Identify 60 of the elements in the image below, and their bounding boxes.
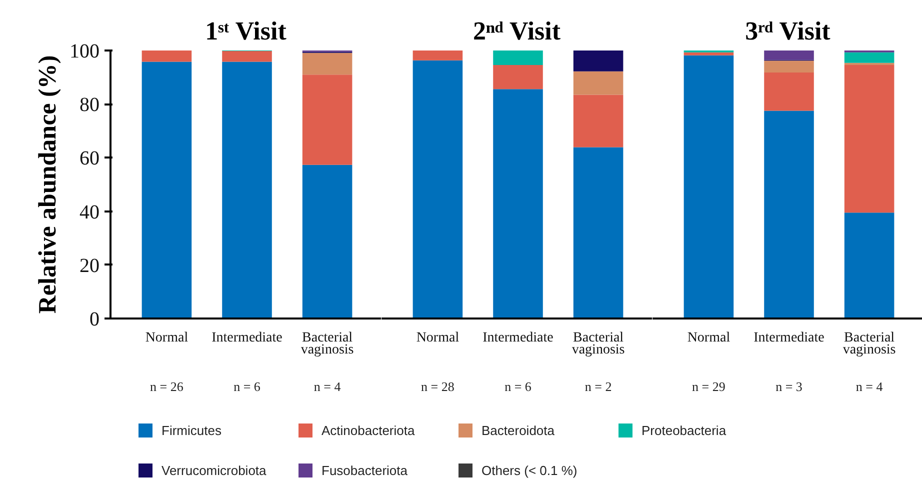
x-tick-label: Intermediate [212,330,282,346]
bar [573,94,624,148]
x-tick-label: Intermediate [482,330,554,346]
bar [684,55,734,318]
bar [764,110,814,318]
legend-label: Bacteroidota [482,423,556,438]
x-tick-label: Normal [416,330,460,346]
chart-title: 2ⁿᵈ Visit [472,16,561,46]
text: n = 26 [150,379,184,394]
x-tick-label: Bacterial vaginosis [572,330,625,358]
bar [573,147,624,318]
text: n = 3 [776,379,802,394]
x-tick-label: Normal [687,330,730,346]
bar [142,62,192,318]
bar [493,64,543,90]
bar [573,50,624,72]
x-tick-label: Intermediate [754,330,824,346]
text: n = 6 [504,379,532,394]
text: n = 6 [234,379,261,394]
y-tick-label: 0 [90,308,100,330]
legend-label: Others (< 0.1 %) [482,463,578,478]
legend-label: Firmicutes [162,423,222,438]
legend-label: Proteobacteria [642,423,727,438]
x-tick-label: Bacterial vaginosis [842,330,896,358]
bar [302,74,352,165]
y-axis-title: Relative abundance (%) [34,55,62,314]
bar [764,50,814,60]
chart-title: 1ˢᵗ Visit [205,16,287,46]
bar [302,164,352,318]
y-tick-label: 20 [80,254,100,277]
text: n = 2 [584,379,612,394]
bar [493,89,543,318]
bar [764,60,814,72]
bar [844,52,894,63]
bar [222,51,272,62]
legend-label: Actinobacteriota [322,423,416,438]
bar [764,72,814,111]
legend-label: Verrucomicrobiota [162,463,268,478]
text: n = 4 [314,379,342,394]
bar [222,62,272,318]
bar [844,212,894,318]
y-tick-label: 40 [80,201,100,224]
y-tick-label: 100 [70,40,100,62]
legend-label: Fusobacteriota [322,463,408,478]
x-tick-label: Bacterial vaginosis [300,330,354,358]
y-tick-label: 80 [80,94,100,116]
bar [844,64,894,213]
bar [493,50,543,65]
bar [302,52,352,75]
bar [412,50,463,60]
chart-title: 3ʳᵈ Visit [745,16,831,46]
text: n = 28 [421,379,454,394]
x-tick-label: Normal [145,330,188,346]
bar [684,52,734,56]
text: n = 29 [692,379,726,394]
text: n = 4 [856,379,884,394]
y-tick-label: 60 [80,148,100,170]
bar [412,60,463,318]
bar [573,71,624,95]
bar [142,50,192,62]
